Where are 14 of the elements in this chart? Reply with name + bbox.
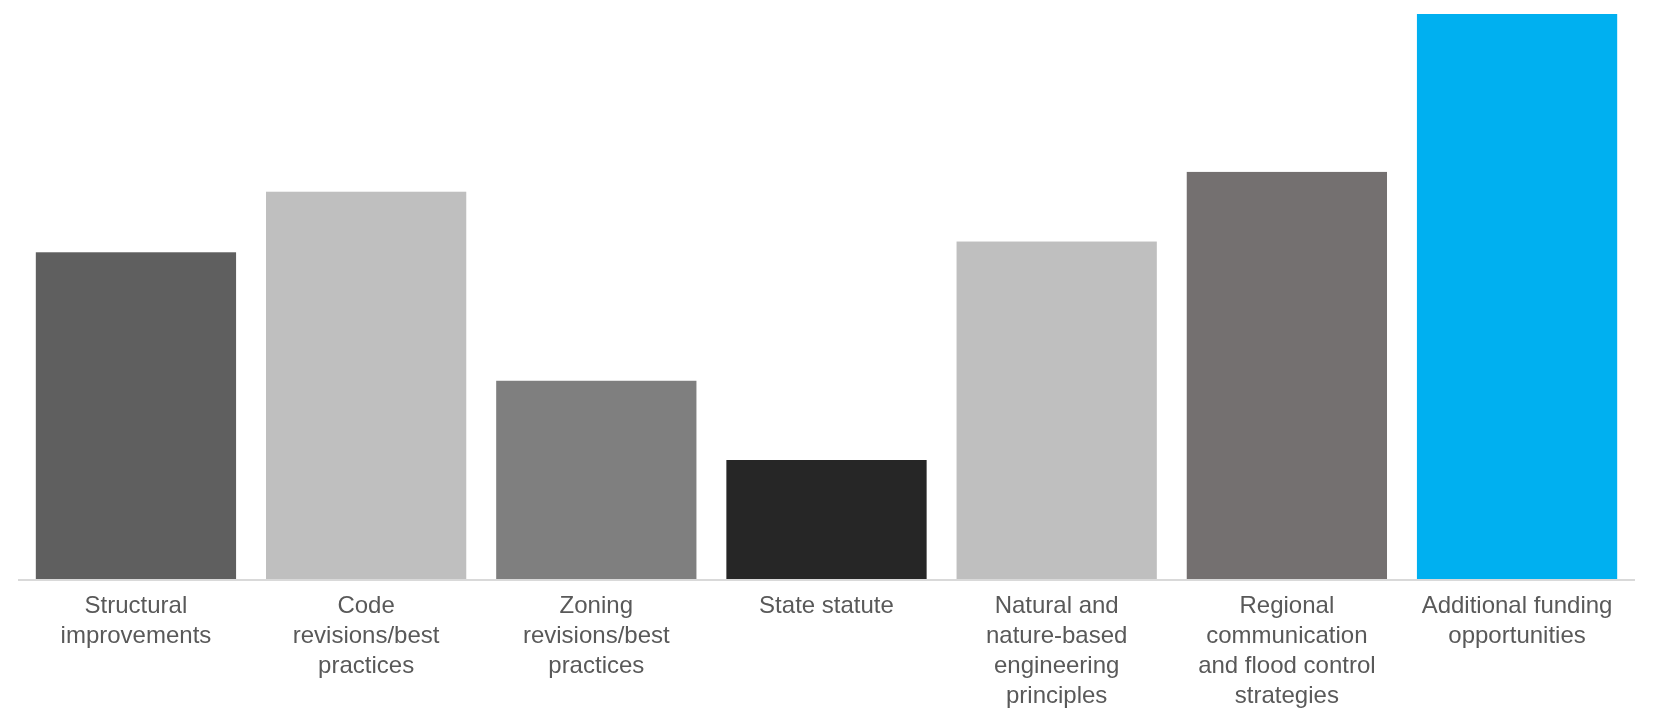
bar (35, 252, 237, 580)
x-tick-label: Regional communication and flood control strategies (1198, 591, 1376, 709)
x-tick-label: Code revisions/best practices (292, 591, 440, 679)
x-tick-label: Additional funding opportunities (1421, 591, 1613, 649)
bar (956, 241, 1157, 580)
bar (726, 460, 927, 580)
bar (496, 380, 697, 580)
x-tick-label: Zoning revisions/best practices (522, 591, 671, 679)
bar (1416, 14, 1618, 580)
x-tick-label: Natural and nature-based engineering principles (985, 591, 1128, 709)
bar (1186, 171, 1387, 580)
bar (266, 191, 467, 580)
x-tick-label: Structural improvements (60, 591, 212, 649)
x-tick-label: State statute (759, 591, 894, 619)
